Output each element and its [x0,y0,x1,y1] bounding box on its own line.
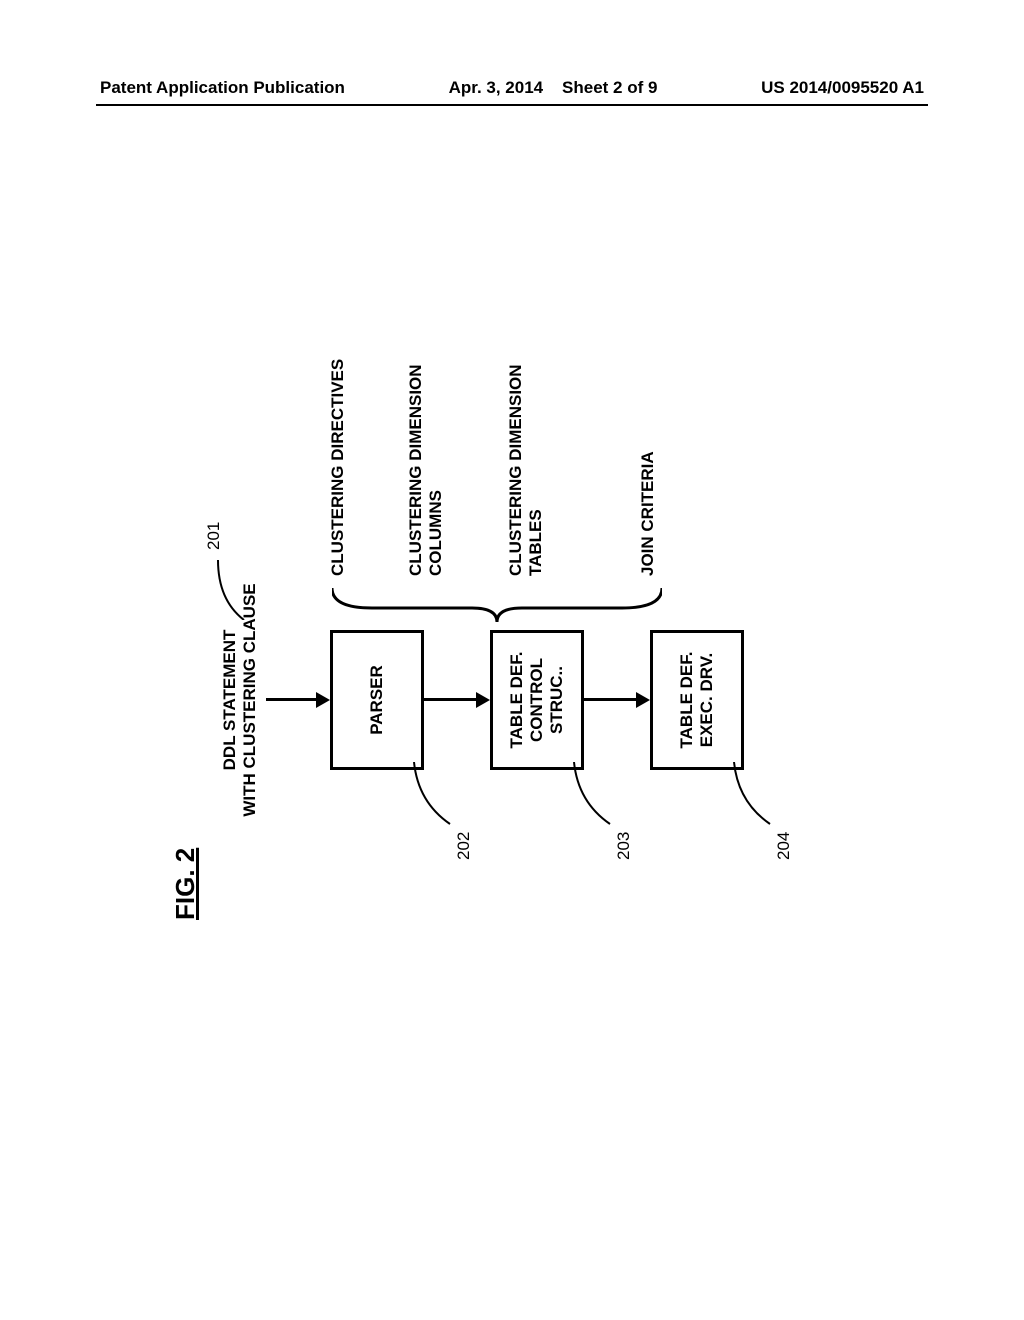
header-rule [96,104,928,106]
control-struc-label: TABLE DEF. CONTROL STRUC.. [507,652,567,749]
page-header: Patent Application Publication Apr. 3, 2… [0,78,1024,98]
leader-204 [730,762,778,832]
ref-204: 204 [774,832,794,860]
header-date: Apr. 3, 2014 [449,78,544,97]
parser-label: PARSER [367,665,387,735]
control-struc-box: TABLE DEF. CONTROL STRUC.. [490,630,584,770]
header-sheet: Sheet 2 of 9 [562,78,657,97]
brace-item-1: CLUSTERING DIMENSION COLUMNS [406,364,446,576]
ref-203: 203 [614,832,634,860]
curly-brace [332,588,662,622]
figure-2-diagram: FIG. 2 DDL STATEMENT WITH CLUSTERING CLA… [210,400,830,920]
header-mid: Apr. 3, 2014 Sheet 2 of 9 [449,78,658,98]
brace-item-2: CLUSTERING DIMENSION TABLES [506,364,546,576]
leader-202 [410,762,458,832]
parser-box: PARSER [330,630,424,770]
header-right: US 2014/0095520 A1 [761,78,924,98]
brace-item-0: CLUSTERING DIRECTIVES [328,359,348,576]
figure-title: FIG. 2 [170,848,201,920]
leader-203 [570,762,618,832]
exec-drv-label: TABLE DEF. EXEC. DRV. [677,652,717,749]
header-left: Patent Application Publication [100,78,345,98]
leader-201 [214,540,250,620]
ref-201: 201 [204,522,224,550]
brace-item-3: JOIN CRITERIA [638,451,658,576]
exec-drv-box: TABLE DEF. EXEC. DRV. [650,630,744,770]
ref-202: 202 [454,832,474,860]
